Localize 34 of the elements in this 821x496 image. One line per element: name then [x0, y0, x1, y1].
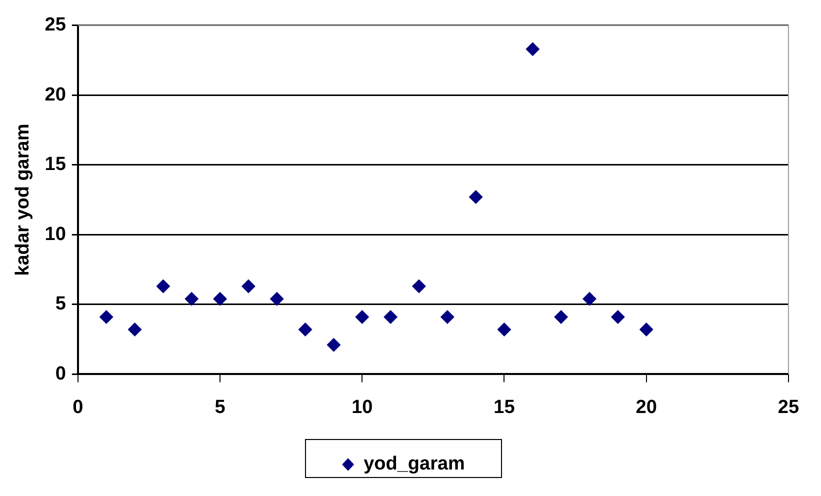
x-tick-label: 20 [636, 396, 657, 418]
y-tick-label: 25 [44, 14, 66, 36]
y-tick-label: 5 [55, 294, 66, 315]
x-tick-label: 10 [352, 396, 373, 418]
point [526, 42, 540, 56]
point [241, 279, 256, 294]
legend-label: yod_garam [364, 454, 465, 475]
point [270, 292, 284, 306]
x-tick-label: 15 [494, 396, 516, 418]
point [355, 310, 370, 324]
point [99, 310, 114, 324]
point [610, 310, 625, 324]
x-tick-label: 0 [72, 396, 84, 418]
point [326, 338, 341, 352]
point [468, 190, 483, 204]
point [412, 279, 426, 294]
point [184, 292, 199, 306]
point [298, 322, 312, 337]
point [156, 279, 170, 294]
point [128, 322, 142, 337]
y-tick-label: 10 [44, 224, 66, 245]
y-axis-title: kadar yod garam [12, 124, 34, 276]
point [554, 310, 568, 324]
x-tick-label: 5 [214, 396, 226, 418]
point [440, 310, 454, 324]
point [384, 310, 398, 324]
point [639, 322, 654, 337]
x-tick-label: 25 [778, 396, 800, 418]
point [582, 292, 596, 306]
point [213, 292, 228, 306]
y-tick-label: 15 [44, 154, 66, 176]
y-tick-label: 20 [44, 84, 66, 106]
point [497, 322, 512, 337]
y-tick-label: 0 [55, 363, 66, 384]
